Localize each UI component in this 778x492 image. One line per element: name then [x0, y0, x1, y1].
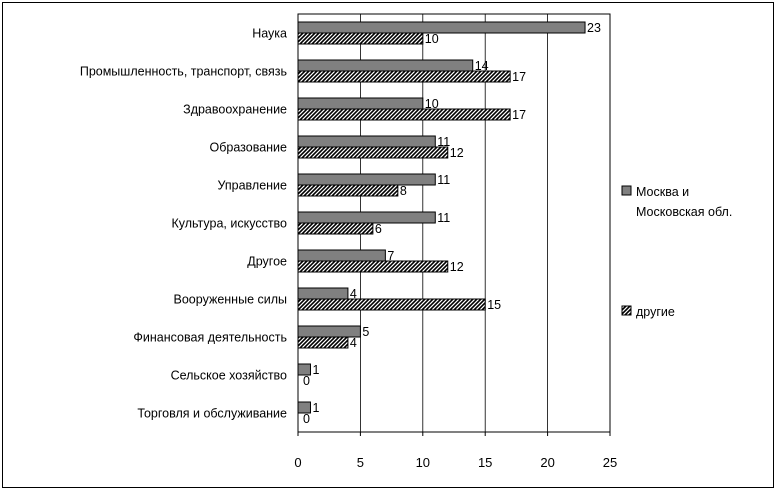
- bar-moscow: [297, 249, 386, 262]
- x-tick-label: 25: [603, 455, 617, 470]
- bar-others: [297, 108, 511, 121]
- category-label: Другое: [247, 255, 287, 269]
- data-label: 17: [512, 70, 526, 84]
- category-label: Управление: [218, 179, 288, 193]
- legend-label: Московская обл.: [636, 205, 732, 219]
- category-label: Сельское хозяйство: [171, 369, 287, 383]
- bar-moscow: [297, 59, 474, 72]
- data-label: 0: [303, 412, 310, 426]
- data-label: 10: [425, 32, 439, 46]
- data-label: 6: [375, 222, 382, 236]
- data-label: 15: [487, 298, 501, 312]
- data-label: 8: [400, 184, 407, 198]
- data-label: 7: [387, 249, 394, 263]
- bar-others: [297, 222, 374, 235]
- data-label: 11: [437, 211, 450, 225]
- category-label: Торговля и обслуживание: [137, 407, 287, 421]
- data-label: 11: [437, 135, 450, 149]
- bar-others: [297, 298, 486, 311]
- bar-moscow: [297, 173, 436, 186]
- x-axis-ticks: 0 5 10 15 20 25: [294, 432, 617, 470]
- x-tick-label: 0: [294, 455, 301, 470]
- data-label: 11: [437, 173, 450, 187]
- data-label: 4: [350, 287, 357, 301]
- data-label: 12: [450, 146, 464, 160]
- bar-moscow: [297, 401, 311, 414]
- legend-swatch-moscow: [621, 185, 632, 196]
- bar-others: [297, 184, 399, 197]
- data-label: 10: [425, 97, 439, 111]
- category-labels: Наука Промышленность, транспорт, связь Здр…: [80, 27, 287, 421]
- bar-moscow: [297, 97, 424, 110]
- data-label: 4: [350, 336, 357, 350]
- x-tick-label: 10: [416, 455, 430, 470]
- bar-moscow: [297, 135, 436, 148]
- category-label: Вооруженные силы: [174, 293, 287, 307]
- legend-label: Москва и: [636, 185, 689, 199]
- bar-others: [297, 70, 511, 83]
- data-label: 14: [475, 59, 489, 73]
- data-label: 12: [450, 260, 464, 274]
- category-label: Культура, искусство: [171, 217, 287, 231]
- category-label: Здравоохранение: [183, 103, 287, 117]
- bar-others: [297, 32, 424, 45]
- bar-moscow: [297, 211, 436, 224]
- data-label: 5: [362, 325, 369, 339]
- bar-others: [297, 260, 449, 273]
- data-label: 0: [303, 374, 310, 388]
- legend-label: другие: [636, 305, 675, 319]
- bar-moscow: [297, 363, 311, 376]
- category-label: Промышленность, транспорт, связь: [80, 65, 287, 79]
- category-label: Финансовая деятельность: [133, 331, 287, 345]
- legend-swatch-others: [621, 305, 632, 316]
- bar-moscow: [297, 21, 586, 34]
- x-tick-label: 5: [357, 455, 364, 470]
- x-tick-label: 15: [478, 455, 492, 470]
- data-label: 1: [312, 363, 319, 377]
- bar-moscow: [297, 287, 349, 300]
- data-label: 1: [312, 401, 319, 415]
- data-label: 17: [512, 108, 526, 122]
- category-label: Наука: [252, 27, 287, 41]
- bar-others: [297, 336, 349, 349]
- category-label: Образование: [210, 141, 288, 155]
- x-tick-label: 20: [540, 455, 554, 470]
- data-label: 23: [587, 21, 601, 35]
- legend: Москва и Московская обл. другие: [621, 185, 732, 319]
- bar-others: [297, 146, 449, 159]
